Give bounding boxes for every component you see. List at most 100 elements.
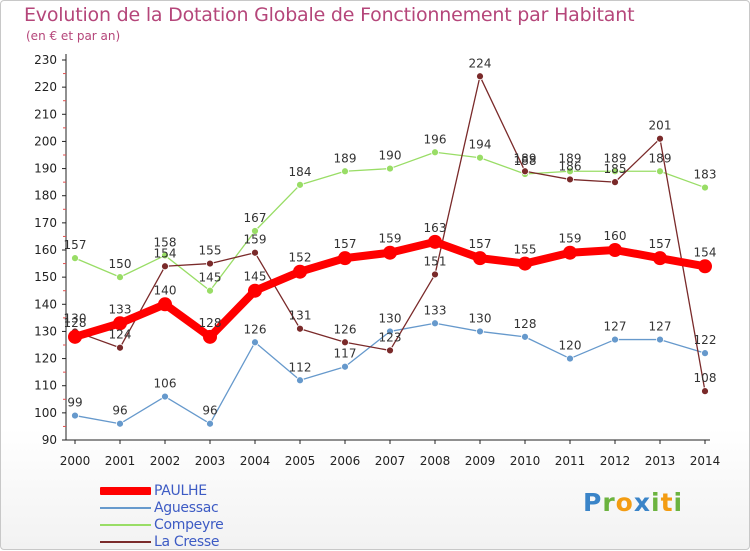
data-label-lacresse: 189 [514, 151, 537, 165]
data-point-aguessac [116, 419, 124, 428]
x-tick-label: 2004 [240, 454, 271, 468]
data-point-aguessac [521, 332, 529, 341]
data-point-aguessac [386, 327, 394, 336]
data-label-paulhe: 155 [514, 243, 537, 257]
data-point-paulhe [428, 234, 442, 249]
data-point-compeyre [251, 227, 259, 235]
data-point-compeyre [701, 183, 709, 192]
data-label-aguessac: 122 [694, 333, 717, 347]
data-label-lacresse: 186 [559, 159, 582, 173]
data-point-paulhe [653, 251, 667, 266]
data-point-compeyre [341, 167, 349, 176]
data-point-compeyre [296, 180, 304, 189]
y-tick-label: 130 [34, 324, 57, 338]
data-label-compeyre: 184 [289, 165, 312, 179]
data-point-paulhe [158, 297, 172, 312]
x-tick-label: 2001 [105, 454, 136, 468]
y-tick-label: 170 [34, 216, 57, 230]
data-label-lacresse: 185 [604, 162, 627, 176]
data-point-lacresse [386, 346, 394, 355]
y-tick-label: 230 [34, 53, 57, 67]
data-point-aguessac [701, 349, 709, 358]
y-tick-label: 110 [34, 379, 57, 393]
data-label-paulhe: 128 [64, 316, 87, 330]
data-label-lacresse: 151 [424, 254, 447, 268]
data-label-aguessac: 96 [202, 404, 217, 418]
y-tick-label: 150 [34, 270, 57, 284]
data-label-aguessac: 117 [334, 347, 357, 361]
chart-axes: 90 100 110 120 130 140 150 160 170 180 190 200 210 22… [34, 53, 720, 468]
data-label-compeyre: 157 [64, 238, 87, 252]
data-label-lacresse: 123 [379, 330, 402, 344]
data-point-lacresse [251, 248, 259, 257]
data-point-paulhe [68, 329, 82, 344]
data-label-lacresse: 159 [244, 233, 267, 247]
data-label-aguessac: 133 [424, 303, 447, 317]
data-label-compeyre: 188 [514, 154, 537, 168]
x-tick-label: 2007 [375, 454, 406, 468]
x-tick-label: 2000 [60, 454, 91, 468]
y-tick-label: 140 [34, 297, 57, 311]
data-label-paulhe: 128 [199, 316, 222, 330]
data-point-paulhe [563, 245, 577, 260]
x-tick-label: 2013 [645, 454, 676, 468]
x-tick-label: 2006 [330, 454, 361, 468]
logo-letter: P [583, 488, 603, 517]
data-label-paulhe: 159 [559, 232, 582, 246]
data-point-lacresse [656, 134, 664, 143]
legend-swatch-paulhe [100, 487, 151, 495]
data-point-compeyre [431, 148, 439, 157]
data-label-aguessac: 128 [514, 317, 537, 331]
chart-subtitle: (en € et par an) [26, 29, 121, 43]
data-label-compeyre: 194 [469, 138, 492, 152]
data-label-aguessac: 120 [559, 339, 582, 353]
data-point-compeyre [71, 254, 79, 263]
data-point-paulhe [203, 329, 217, 344]
logo-letter: r [602, 488, 616, 517]
legend-label-compeyre: Compeyre [154, 517, 224, 533]
data-point-lacresse [701, 387, 709, 396]
data-point-paulhe [293, 264, 307, 279]
legend-label-paulhe: PAULHE [154, 483, 207, 499]
data-point-lacresse [566, 175, 574, 184]
data-label-lacresse: 201 [649, 119, 672, 133]
data-point-aguessac [341, 362, 349, 371]
chart-series [68, 72, 712, 428]
data-label-paulhe: 152 [289, 251, 312, 265]
legend-swatch-lacresse [100, 541, 151, 543]
data-point-compeyre [566, 167, 574, 176]
x-tick-label: 2002 [150, 454, 181, 468]
data-point-compeyre [206, 286, 214, 295]
data-point-paulhe [608, 243, 622, 257]
data-point-compeyre [611, 167, 619, 176]
y-tick-label: 90 [42, 433, 57, 447]
x-tick-label: 2008 [420, 454, 451, 468]
data-label-paulhe: 157 [334, 237, 357, 251]
data-point-lacresse [296, 324, 304, 333]
data-point-paulhe [113, 316, 127, 331]
x-tick-label: 2011 [555, 454, 586, 468]
y-tick-label: 190 [34, 162, 57, 176]
data-label-paulhe: 133 [109, 302, 132, 316]
data-point-lacresse [476, 72, 484, 81]
data-label-paulhe: 159 [379, 232, 402, 246]
data-label-compeyre: 158 [154, 235, 177, 249]
legend-label-aguessac: Aguessac [154, 500, 219, 516]
x-tick-label: 2010 [510, 454, 541, 468]
y-tick-label: 180 [34, 189, 57, 203]
data-label-paulhe: 140 [154, 283, 177, 297]
data-point-compeyre [116, 273, 124, 282]
y-tick-label: 160 [34, 243, 57, 257]
data-label-aguessac: 130 [379, 311, 402, 325]
data-label-lacresse: 130 [64, 311, 87, 325]
data-point-compeyre [476, 153, 484, 162]
data-point-compeyre [656, 167, 664, 176]
logo-letter: o [615, 488, 634, 517]
data-point-lacresse [161, 262, 169, 271]
data-point-paulhe [698, 259, 712, 274]
data-label-lacresse: 131 [289, 309, 312, 323]
data-label-lacresse: 108 [694, 371, 717, 385]
data-label-paulhe: 157 [469, 237, 492, 251]
data-point-aguessac [251, 338, 259, 347]
data-label-lacresse: 155 [199, 244, 222, 258]
